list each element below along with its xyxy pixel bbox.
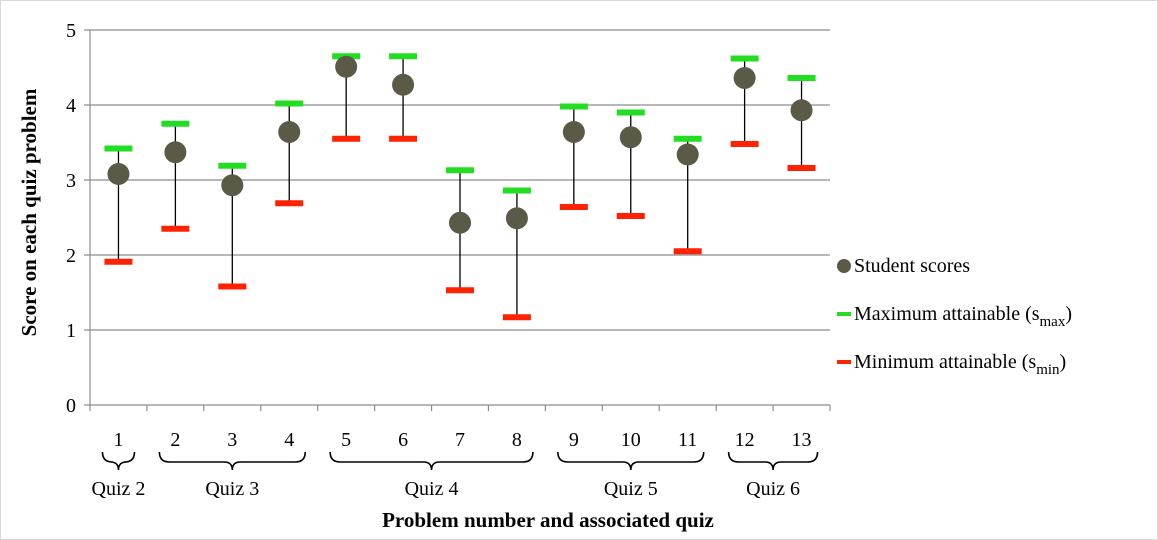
y-tick-label: 4 xyxy=(66,95,76,117)
chart-marks xyxy=(104,53,816,321)
axes xyxy=(84,29,831,411)
max-marker xyxy=(161,120,190,127)
legend-label-tail: ) xyxy=(1060,351,1067,373)
x-tick-label: 1 xyxy=(113,429,123,451)
quiz-brace xyxy=(727,451,819,471)
y-axis-title: Score on each quiz problem xyxy=(17,88,41,336)
legend-label-min: Minimum attainable (smin) xyxy=(854,351,1066,378)
legend-label-text: Maximum attainable (s xyxy=(854,303,1040,325)
quiz-group-label: Quiz 6 xyxy=(746,478,800,500)
quiz-group-label: Quiz 5 xyxy=(604,478,658,500)
legend-max-marker xyxy=(837,312,851,316)
x-tick-label: 6 xyxy=(398,429,408,451)
min-marker xyxy=(218,283,247,290)
max-marker xyxy=(218,162,247,169)
x-tick-label: 4 xyxy=(284,429,294,451)
legend-min-marker xyxy=(837,360,851,364)
score-point xyxy=(278,121,301,143)
min-marker xyxy=(730,141,759,147)
x-tick-label: 11 xyxy=(678,429,697,451)
quiz-group-label: Quiz 4 xyxy=(405,478,459,500)
legend-label-tail: ) xyxy=(1065,303,1072,325)
min-marker xyxy=(673,248,702,255)
min-marker xyxy=(787,165,816,171)
legend-label-max: Maximum attainable (smax) xyxy=(854,303,1072,330)
max-marker xyxy=(275,100,304,107)
x-tick-label: 9 xyxy=(569,429,579,451)
error-bars xyxy=(117,56,803,318)
y-tick-labels: 0 1 2 3 4 5 xyxy=(66,20,76,417)
y-tick-label: 2 xyxy=(66,245,76,267)
max-marker xyxy=(730,55,759,62)
score-point xyxy=(562,121,585,143)
score-point xyxy=(619,126,642,149)
x-tick-label: 5 xyxy=(341,429,351,451)
x-tick-label: 10 xyxy=(621,429,641,451)
quiz-brace xyxy=(101,451,136,471)
min-marker xyxy=(616,213,645,219)
min-marker xyxy=(161,225,190,232)
min-marker xyxy=(446,287,474,294)
x-tick-label: 7 xyxy=(455,429,465,451)
max-marker xyxy=(389,53,418,60)
score-point xyxy=(676,143,699,166)
min-marker xyxy=(275,200,304,207)
score-point xyxy=(164,141,187,164)
score-point xyxy=(449,211,471,234)
quiz-brace xyxy=(158,451,307,471)
score-point xyxy=(392,73,415,96)
max-marker xyxy=(502,187,531,194)
score-point xyxy=(790,99,813,122)
min-marker xyxy=(559,204,588,210)
min-marker xyxy=(104,258,133,265)
max-marker xyxy=(104,145,133,152)
quiz-group-label: Quiz 2 xyxy=(92,478,146,500)
y-tick-label: 5 xyxy=(66,20,76,42)
max-marker xyxy=(673,135,702,142)
x-axis-title: Problem number and associated quiz xyxy=(382,508,714,532)
x-tick-label: 8 xyxy=(512,429,522,451)
max-marker xyxy=(787,75,816,81)
max-marker xyxy=(446,167,474,174)
max-marker xyxy=(616,109,645,116)
score-point xyxy=(107,163,130,185)
x-tick-labels: 1 2 3 4 5 6 7 8 9 10 11 12 13 xyxy=(113,429,811,451)
min-marker xyxy=(332,135,361,142)
y-tick-label: 1 xyxy=(66,320,76,342)
legend-label-subscript: min xyxy=(1036,362,1060,378)
min-marker xyxy=(502,314,531,321)
x-tick-label: 2 xyxy=(170,429,180,451)
max-marker xyxy=(559,103,588,110)
legend-label-scores: Student scores xyxy=(854,255,970,277)
score-point xyxy=(335,55,358,78)
x-tick-label: 3 xyxy=(227,429,237,451)
legend-label-subscript: max xyxy=(1040,314,1066,330)
x-tick-label: 13 xyxy=(792,429,812,451)
y-tick-label: 0 xyxy=(66,395,76,417)
quiz-group-label: Quiz 3 xyxy=(205,478,259,500)
min-marker xyxy=(389,135,418,142)
score-point xyxy=(733,67,756,89)
x-tick-label: 12 xyxy=(735,429,755,451)
legend-label-text: Minimum attainable (s xyxy=(854,351,1036,373)
quiz-groups: Quiz 2 Quiz 3 Quiz 4 Quiz 5 Quiz 6 xyxy=(92,451,819,500)
legend-score-marker xyxy=(837,259,851,273)
quiz-brace xyxy=(329,451,534,471)
score-point xyxy=(221,174,244,197)
y-tick-label: 3 xyxy=(66,170,76,192)
quiz-brace xyxy=(557,451,705,471)
score-point xyxy=(505,207,528,230)
